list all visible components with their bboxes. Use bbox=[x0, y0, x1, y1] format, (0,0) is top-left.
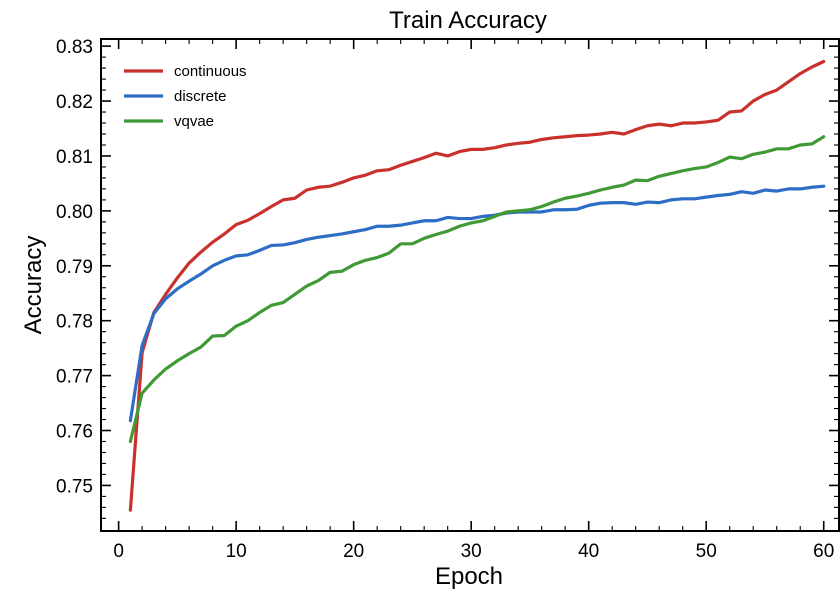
y-tick-label: 0.79 bbox=[56, 257, 93, 278]
series-line-discrete bbox=[128, 184, 826, 423]
x-tick-label: 40 bbox=[578, 541, 599, 562]
legend-label-vqvae: vqvae bbox=[174, 113, 214, 130]
legend-label-discrete: discrete bbox=[174, 88, 227, 105]
y-tick-label: 0.82 bbox=[56, 92, 93, 113]
chart-title: Train Accuracy bbox=[389, 7, 547, 34]
y-tick-label: 0.75 bbox=[56, 476, 93, 497]
x-tick-label: 20 bbox=[343, 541, 364, 562]
series-lines bbox=[128, 59, 826, 512]
y-tick-label: 0.80 bbox=[56, 202, 93, 223]
legend-label-continuous: continuous bbox=[174, 63, 247, 80]
y-axis-label: Accuracy bbox=[20, 236, 47, 335]
x-tick-label: 50 bbox=[696, 541, 717, 562]
y-tick-label: 0.76 bbox=[56, 422, 93, 443]
y-tick-label: 0.77 bbox=[56, 367, 93, 388]
axis-ticks: 0 10 20 30 40 50 60 0.75 0.76 0.77 0.78 0.79 0.80 0.8… bbox=[56, 37, 839, 562]
y-tick-label: 0.83 bbox=[56, 37, 93, 58]
x-tick-label: 60 bbox=[813, 541, 834, 562]
x-tick-label: 0 bbox=[113, 541, 124, 562]
plot-frame bbox=[100, 38, 840, 532]
series-line-continuous bbox=[128, 59, 826, 512]
x-axis-label: Epoch bbox=[435, 563, 503, 590]
legend: continuous discrete vqvae bbox=[124, 63, 247, 130]
series-line-vqvae bbox=[128, 135, 826, 444]
y-tick-label: 0.81 bbox=[56, 147, 93, 168]
y-tick-label: 0.78 bbox=[56, 312, 93, 333]
x-tick-label: 30 bbox=[461, 541, 482, 562]
x-tick-label: 10 bbox=[226, 541, 247, 562]
